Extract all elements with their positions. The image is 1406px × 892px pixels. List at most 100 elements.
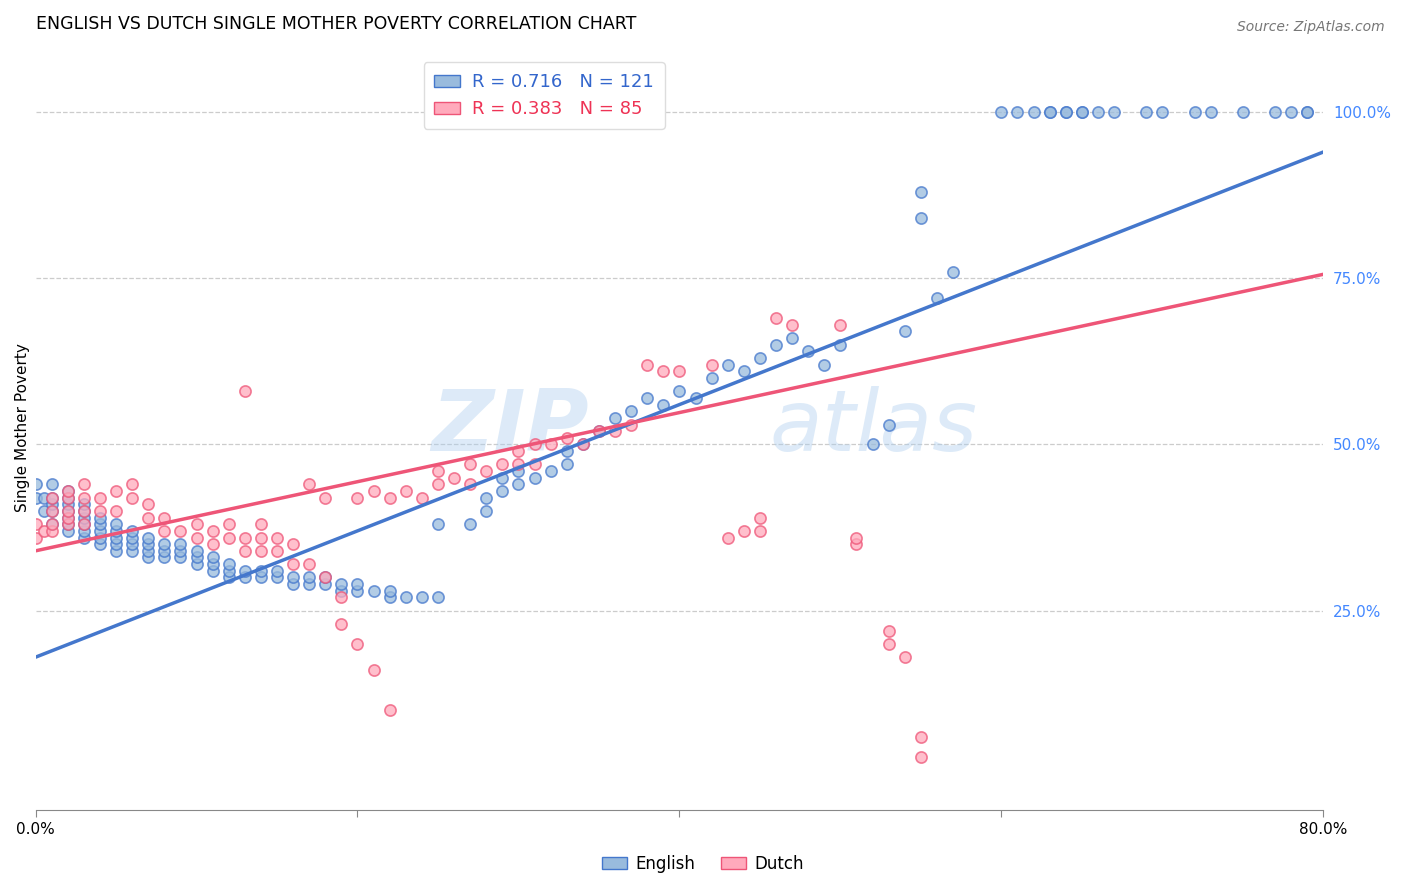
Point (298, 557, 321, 571)
Point (668, 364, 690, 378)
Point (89, 524, 111, 538)
Point (56, 491, 79, 505)
Point (250, 531, 273, 545)
Point (89, 517, 111, 532)
Point (458, 458, 481, 472)
Point (233, 570, 256, 584)
Point (24, 517, 46, 532)
Point (636, 391, 658, 405)
Point (56, 483, 79, 498)
Point (41, 517, 63, 532)
Point (1184, 105, 1206, 120)
Point (780, 331, 803, 345)
Point (636, 358, 658, 372)
Point (105, 537, 128, 551)
Point (266, 564, 288, 578)
Point (748, 351, 770, 365)
Point (588, 424, 610, 438)
Point (73, 491, 96, 505)
Point (603, 410, 626, 425)
Point (1022, 105, 1045, 120)
Point (990, 105, 1012, 120)
Point (121, 544, 143, 558)
Point (266, 531, 288, 545)
Point (910, 185, 932, 199)
Point (668, 384, 690, 399)
Point (346, 577, 368, 591)
Point (121, 477, 143, 491)
Point (491, 483, 513, 498)
Point (1070, 105, 1092, 120)
Point (748, 524, 770, 538)
Point (555, 458, 578, 472)
Point (685, 391, 707, 405)
Point (153, 524, 176, 538)
Point (620, 417, 643, 432)
Point (523, 471, 546, 485)
Point (1296, 105, 1319, 120)
Point (508, 444, 530, 458)
Point (41, 524, 63, 538)
Point (1054, 105, 1077, 120)
Point (24, 491, 46, 505)
Point (330, 591, 353, 605)
Point (845, 531, 868, 545)
Point (1102, 105, 1125, 120)
Point (555, 431, 578, 445)
Point (281, 557, 304, 571)
Point (491, 471, 513, 485)
Point (555, 444, 578, 458)
Point (314, 491, 336, 505)
Point (169, 537, 191, 551)
Point (56, 517, 79, 532)
Point (475, 504, 498, 518)
Point (877, 624, 900, 638)
Point (830, 318, 852, 332)
Point (780, 318, 803, 332)
Point (121, 524, 143, 538)
Point (32, 491, 55, 505)
Point (89, 504, 111, 518)
Point (73, 524, 96, 538)
Point (105, 504, 128, 518)
Point (201, 557, 224, 571)
Point (218, 517, 240, 532)
Point (700, 371, 723, 385)
Point (56, 504, 79, 518)
Point (105, 531, 128, 545)
Text: ENGLISH VS DUTCH SINGLE MOTHER POVERTY CORRELATION CHART: ENGLISH VS DUTCH SINGLE MOTHER POVERTY C… (35, 15, 636, 33)
Point (346, 491, 368, 505)
Point (910, 750, 932, 764)
Point (378, 703, 401, 717)
Point (363, 583, 385, 598)
Point (186, 531, 208, 545)
Point (588, 424, 610, 438)
Point (281, 577, 304, 591)
Y-axis label: Single Mother Poverty: Single Mother Poverty (15, 343, 30, 512)
Point (41, 517, 63, 532)
Point (218, 531, 240, 545)
Point (121, 531, 143, 545)
Point (56, 510, 79, 524)
Point (652, 364, 675, 378)
Point (32, 524, 55, 538)
Point (877, 417, 900, 432)
Point (136, 497, 159, 511)
Point (186, 550, 208, 565)
Point (330, 616, 353, 631)
Point (136, 531, 159, 545)
Point (1152, 105, 1174, 120)
Point (426, 517, 449, 532)
Point (378, 491, 401, 505)
Point (201, 537, 224, 551)
Point (508, 477, 530, 491)
Point (250, 564, 273, 578)
Point (508, 464, 530, 478)
Point (540, 437, 562, 451)
Point (153, 537, 176, 551)
Point (378, 583, 401, 598)
Point (32, 504, 55, 518)
Point (797, 344, 820, 359)
Point (105, 483, 128, 498)
Legend: English, Dutch: English, Dutch (596, 848, 810, 880)
